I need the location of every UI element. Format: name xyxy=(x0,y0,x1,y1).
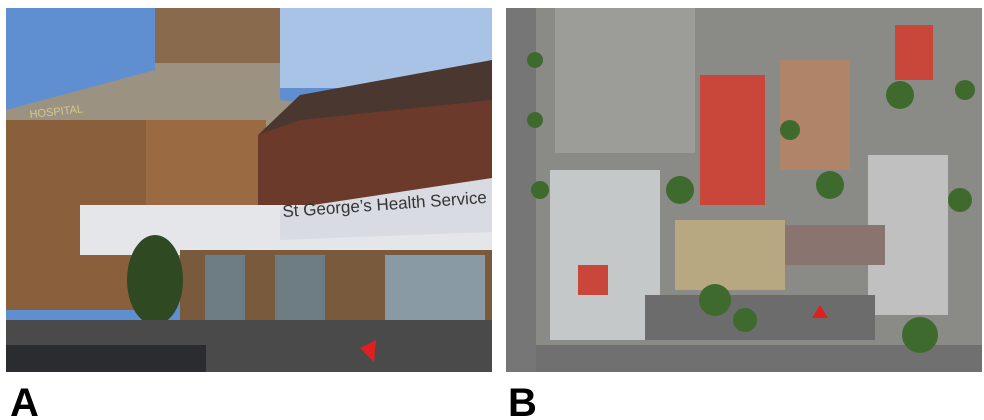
photo-a: St George’s Health Service HOSPITAL xyxy=(6,8,492,372)
facade-text: HOSPITAL xyxy=(29,103,84,121)
photo-b xyxy=(506,8,982,372)
panel-label: B xyxy=(508,381,537,420)
panel-label: A xyxy=(10,381,39,420)
